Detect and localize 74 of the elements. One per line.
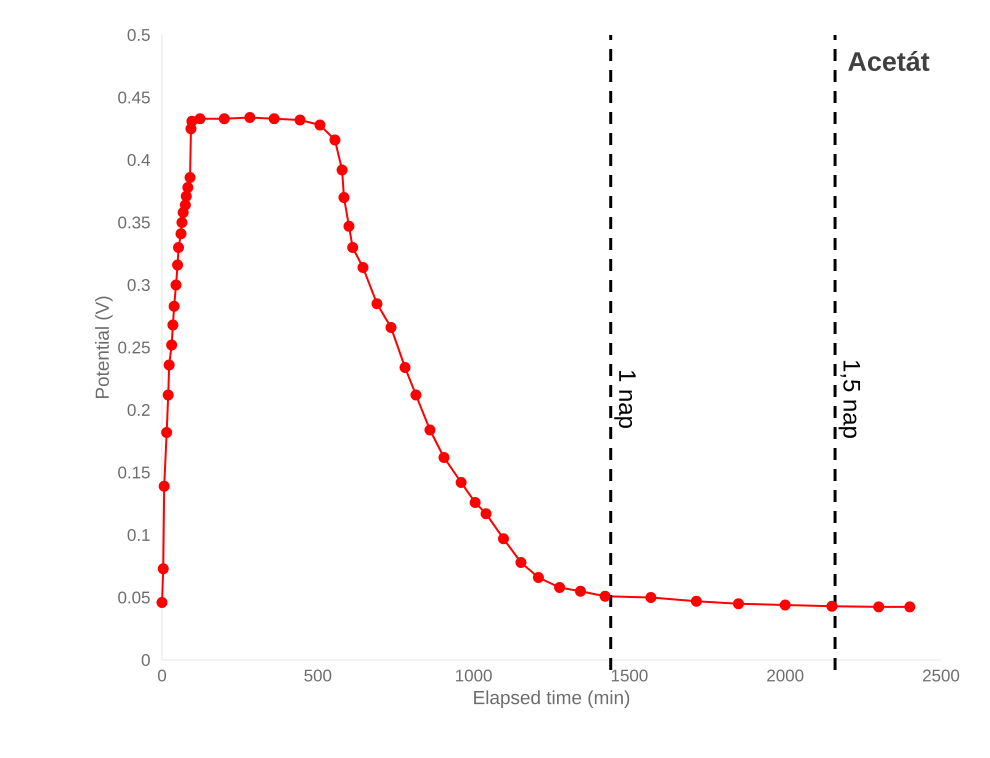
- point: [372, 298, 383, 310]
- point: [574, 586, 586, 597]
- point: [268, 113, 280, 124]
- x-tick-label: 0: [158, 670, 166, 682]
- point: [162, 389, 174, 400]
- point: [904, 601, 916, 612]
- y-tick-label: 0.15: [118, 466, 150, 478]
- point: [470, 496, 481, 508]
- y-tick-label: 0.4: [128, 154, 150, 166]
- point: [690, 596, 702, 607]
- y-axis-title: Potential (V): [95, 296, 113, 398]
- point: [498, 533, 510, 544]
- y-tick-label: 0.45: [118, 91, 150, 104]
- point: [180, 190, 192, 202]
- point: [244, 112, 256, 123]
- point: [338, 192, 350, 203]
- point: [873, 601, 884, 612]
- point: [172, 259, 184, 270]
- point: [176, 216, 188, 228]
- x-axis-title: Elapsed time (min): [474, 690, 630, 708]
- point: [176, 228, 187, 240]
- point: [357, 262, 368, 273]
- point: [410, 389, 422, 400]
- x-tick-label: 2000: [767, 670, 804, 682]
- point: [182, 182, 194, 193]
- x-tick-label: 2500: [923, 670, 960, 682]
- point: [400, 362, 411, 373]
- point: [314, 119, 326, 130]
- point: [732, 598, 744, 610]
- point: [166, 339, 178, 350]
- x-tick-label: 1500: [612, 670, 648, 682]
- point: [780, 600, 791, 610]
- point: [184, 172, 196, 183]
- point: [170, 279, 182, 290]
- y-tick-label: 0.1: [128, 529, 150, 541]
- chart-title: Acetát: [848, 51, 930, 72]
- point: [826, 600, 838, 612]
- point: [347, 242, 358, 253]
- y-tick-label: 0.3: [128, 278, 150, 291]
- point: [167, 319, 178, 330]
- x-tick-label: 1000: [456, 670, 492, 682]
- point: [329, 134, 340, 146]
- point: [438, 452, 450, 463]
- point: [158, 563, 169, 574]
- ref-line-label: 1 nap: [614, 370, 636, 428]
- point: [480, 508, 492, 520]
- point: [456, 476, 467, 488]
- point: [218, 113, 230, 124]
- point: [164, 359, 175, 370]
- point: [156, 597, 168, 608]
- point: [161, 426, 172, 438]
- point: [158, 480, 170, 492]
- y-tick-label: 0: [142, 654, 150, 666]
- point: [386, 322, 397, 333]
- point: [645, 592, 656, 603]
- y-tick-label: 0.35: [118, 216, 150, 228]
- point: [515, 556, 526, 568]
- y-tick-label: 0.2: [128, 404, 150, 416]
- point: [343, 220, 354, 232]
- y-tick-label: 0.5: [128, 28, 150, 41]
- point: [173, 242, 184, 253]
- point: [168, 300, 180, 312]
- point: [336, 164, 348, 176]
- point: [180, 199, 191, 210]
- point: [424, 424, 436, 436]
- point: [294, 114, 306, 126]
- x-tick-label: 500: [304, 670, 332, 682]
- point: [194, 113, 206, 124]
- y-tick-label: 0.05: [118, 592, 150, 604]
- ref-line-label: 1,5 nap: [838, 360, 860, 438]
- y-tick-label: 0.25: [118, 342, 150, 354]
- point: [532, 572, 544, 583]
- point: [600, 590, 611, 602]
- point: [554, 582, 566, 593]
